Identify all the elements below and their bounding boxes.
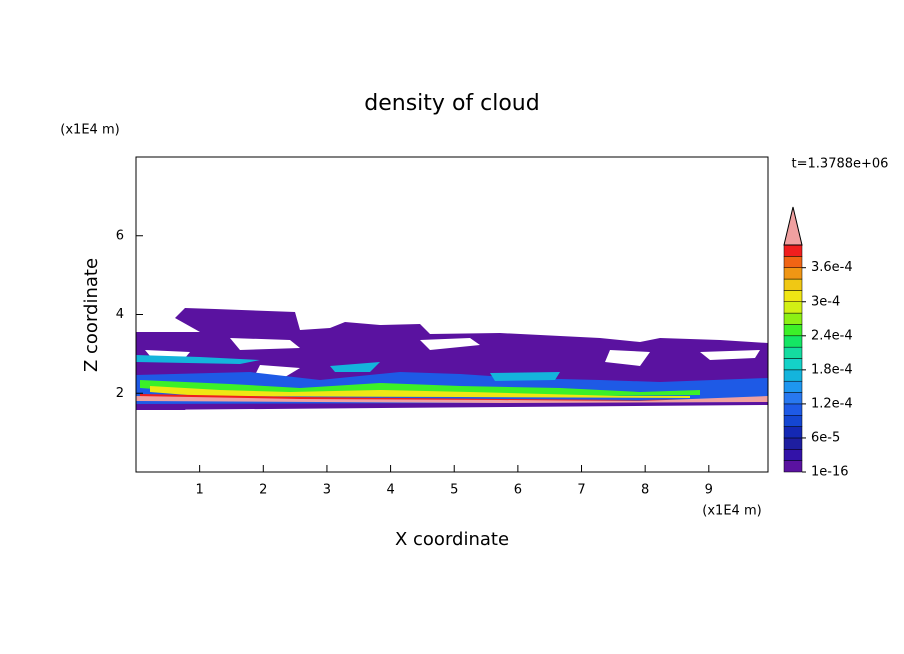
x-tick-label: 4 bbox=[386, 483, 394, 498]
colorbar-label: 3e-4 bbox=[811, 294, 840, 309]
colorbar-label: 1e-16 bbox=[811, 465, 849, 480]
x-axis-label: X coordinate bbox=[395, 529, 509, 550]
y-tick-label: 2 bbox=[116, 386, 124, 401]
x-tick-label: 9 bbox=[705, 483, 713, 498]
colorbar-bin bbox=[783, 449, 803, 461]
x-tick-label: 8 bbox=[641, 483, 649, 498]
colorbar-bin bbox=[783, 392, 803, 405]
y-tick-label: 6 bbox=[116, 228, 124, 243]
x-tick-label: 3 bbox=[323, 483, 331, 498]
colorbar-bin bbox=[783, 278, 803, 291]
colorbar-bin bbox=[783, 460, 803, 473]
contour-field bbox=[136, 308, 768, 410]
colorbar-bin bbox=[783, 369, 803, 382]
colorbar-bin bbox=[783, 403, 803, 416]
colorbar-bin bbox=[783, 426, 803, 439]
colorbar-bin bbox=[783, 290, 803, 302]
colorbar-bin bbox=[783, 244, 803, 257]
colorbar-bin bbox=[783, 301, 803, 314]
colorbar-bin bbox=[783, 312, 803, 325]
colorbar-bin bbox=[783, 346, 803, 359]
colorbar-bin bbox=[783, 267, 803, 280]
x-unit: (x1E4 m) bbox=[702, 504, 761, 519]
y-tick-label: 4 bbox=[116, 307, 124, 322]
colorbar-bin bbox=[783, 380, 803, 393]
x-tick-label: 6 bbox=[514, 483, 522, 498]
colorbar-bin bbox=[783, 324, 803, 337]
colorbar-label: 1.2e-4 bbox=[811, 396, 853, 411]
colorbar-bin bbox=[783, 437, 803, 450]
x-tick-label: 2 bbox=[259, 483, 267, 498]
colorbar-label: 6e-5 bbox=[811, 430, 840, 445]
time-annotation: t=1.3788e+06 bbox=[792, 157, 889, 172]
colorbar-bin bbox=[783, 256, 803, 268]
x-tick-label: 7 bbox=[577, 483, 585, 498]
y-unit: (x1E4 m) bbox=[60, 123, 119, 138]
x-tick-label: 1 bbox=[196, 483, 204, 498]
chart-title: density of cloud bbox=[364, 91, 539, 116]
colorbar-over bbox=[783, 206, 803, 246]
colorbar-bin bbox=[783, 358, 803, 371]
colorbar-label: 1.8e-4 bbox=[811, 362, 853, 377]
x-tick-label: 5 bbox=[450, 483, 458, 498]
y-axis-label: Z coordinate bbox=[81, 258, 102, 372]
colorbar-label: 3.6e-4 bbox=[811, 260, 853, 275]
colorbar-label: 2.4e-4 bbox=[811, 328, 853, 343]
colorbar-bin bbox=[783, 415, 803, 427]
colorbar-bin bbox=[783, 335, 803, 348]
